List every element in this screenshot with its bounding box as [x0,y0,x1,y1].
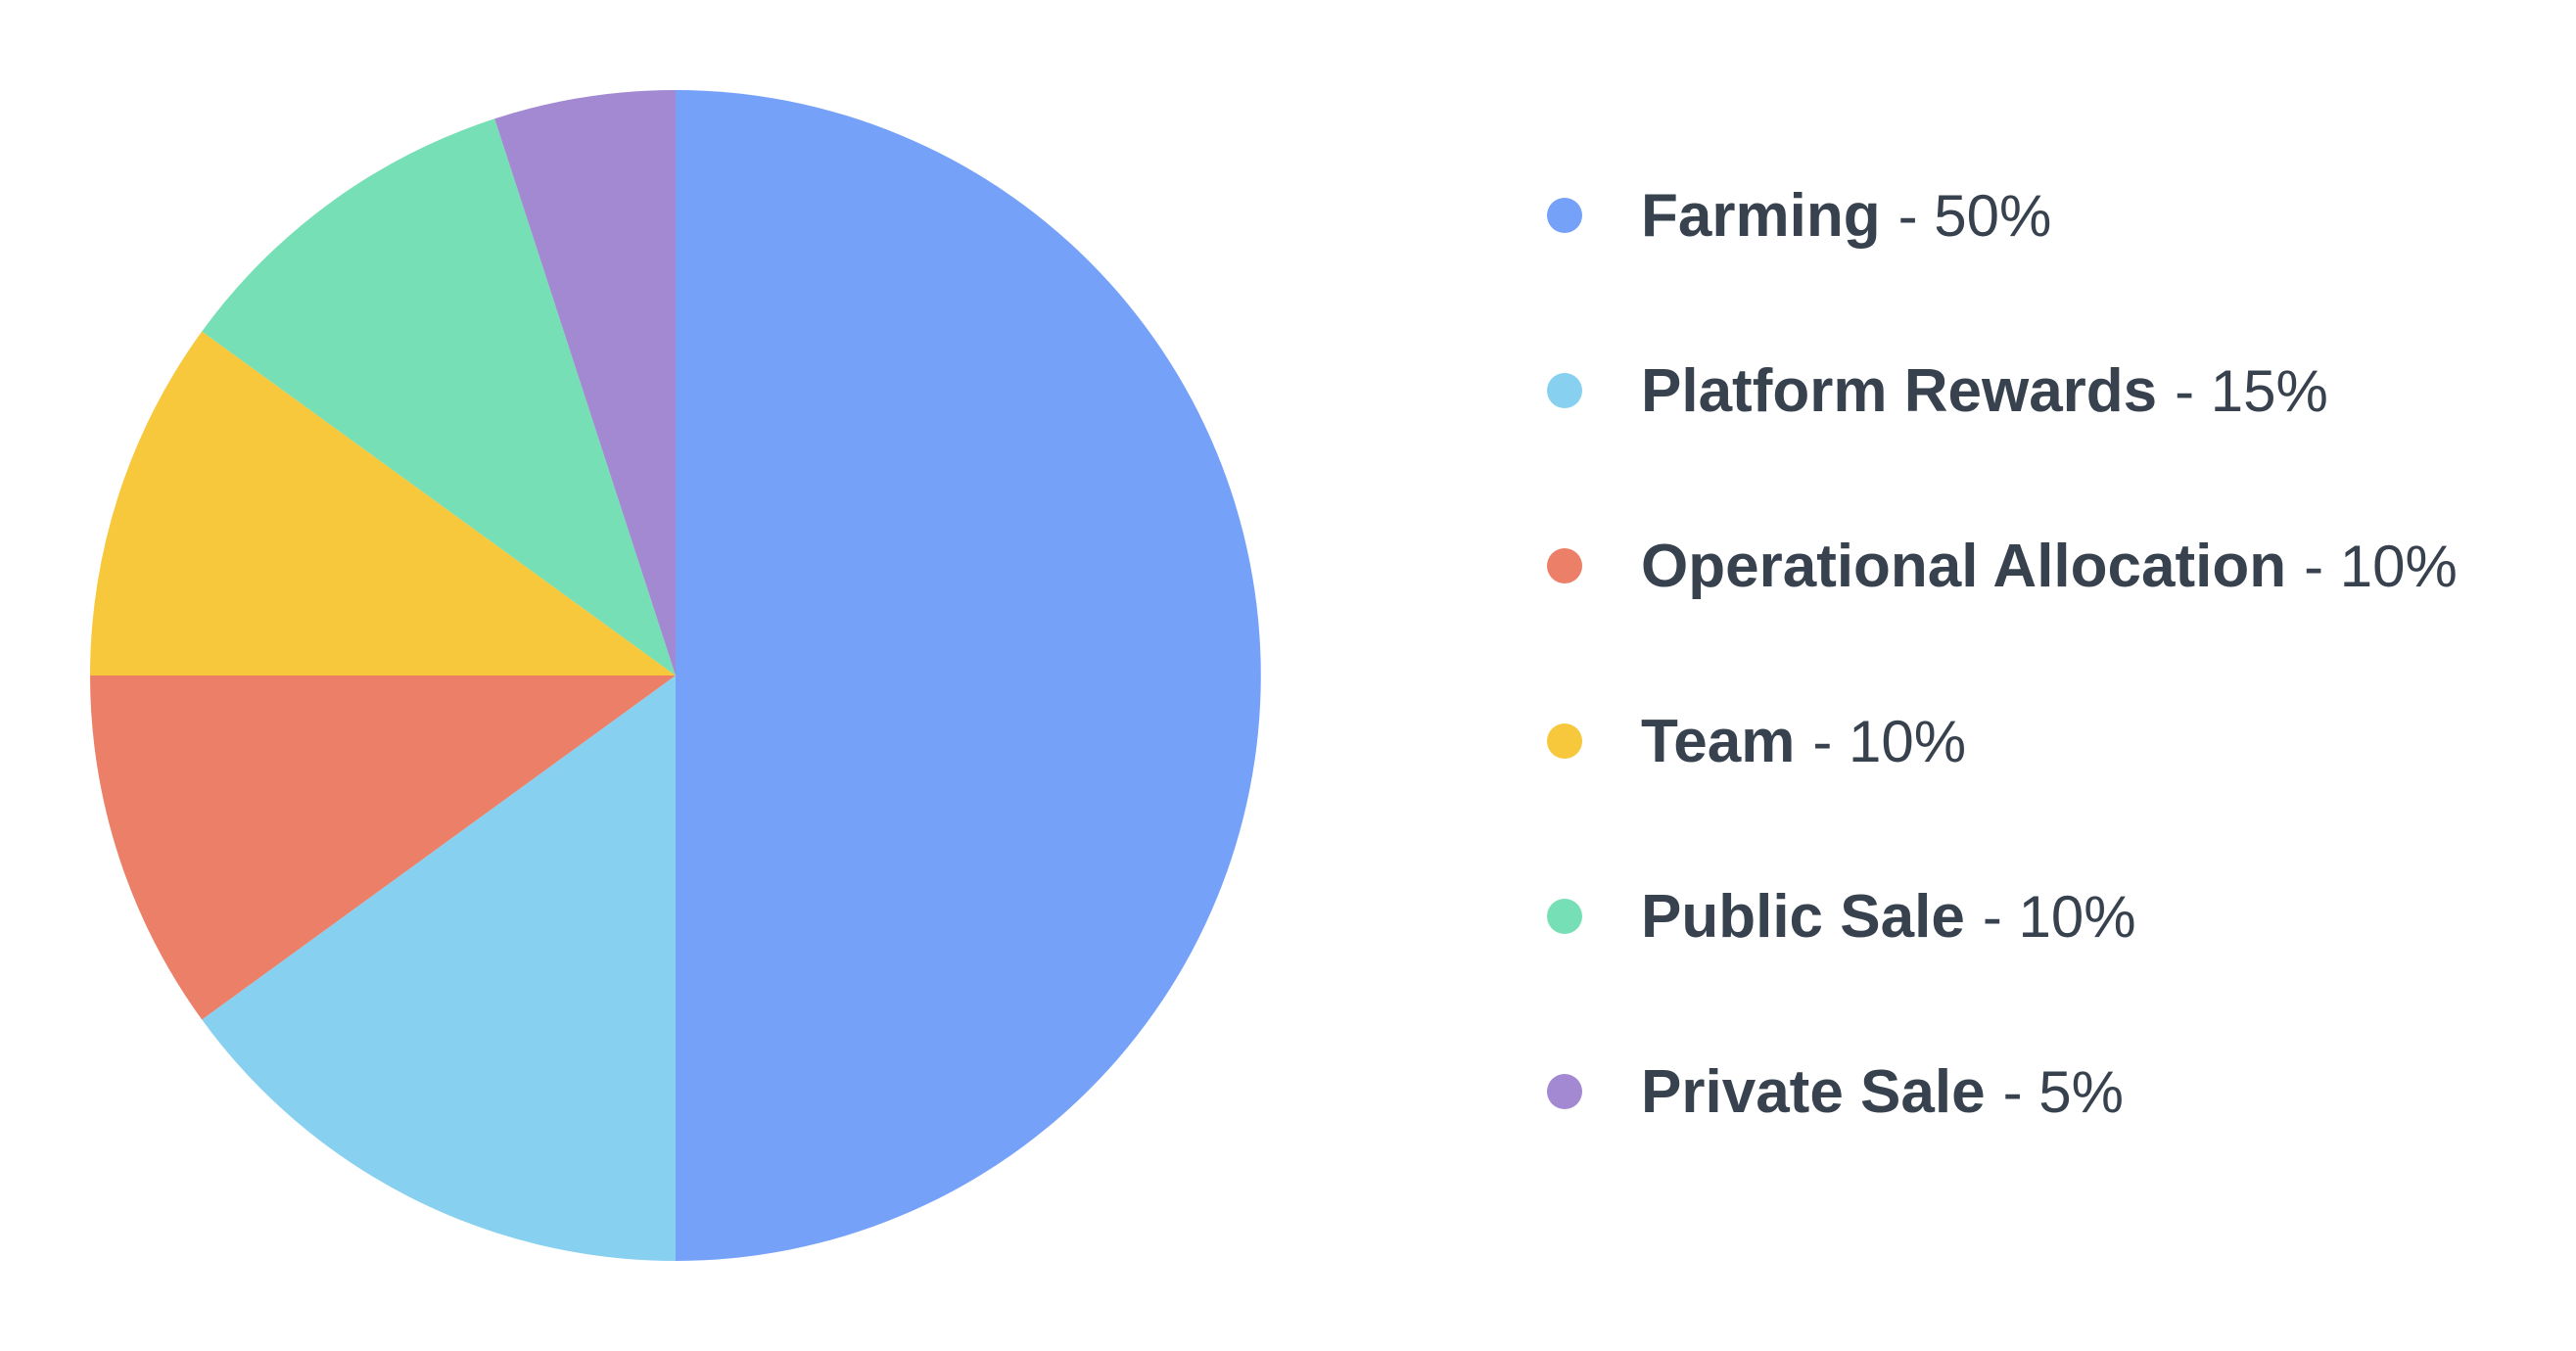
legend-swatch-platform-rewards [1547,373,1582,408]
legend-item-private-sale: Private Sale - 5% [1547,1052,2124,1131]
pie-chart-plot [90,90,1261,1261]
legend-item-farming: Farming - 50% [1547,176,2051,255]
legend-value-public-sale: - 10% [1982,883,2136,950]
legend-item-platform-rewards: Platform Rewards - 15% [1547,351,2328,430]
pie-slice-farming [676,90,1261,1261]
legend-value-private-sale: - 5% [2002,1058,2124,1125]
legend-item-public-sale: Public Sale - 10% [1547,877,2136,955]
legend-label-operational-allocation: Operational Allocation [1641,532,2287,600]
legend-label-private-sale: Private Sale [1641,1057,1986,1126]
pie-slice-private-sale [494,90,676,676]
legend-swatch-public-sale [1547,899,1582,934]
legend-swatch-private-sale [1547,1074,1582,1109]
legend-value-platform-rewards: - 15% [2175,357,2328,424]
legend-label-farming: Farming [1641,181,1881,250]
legend-swatch-farming [1547,198,1582,233]
pie-slice-team [90,331,676,676]
legend-label-public-sale: Public Sale [1641,882,1965,951]
legend-label-team: Team [1641,707,1796,775]
legend-swatch-team [1547,723,1582,759]
pie-slice-operational-allocation [90,676,676,1020]
legend-swatch-operational-allocation [1547,548,1582,583]
legend-label-platform-rewards: Platform Rewards [1641,356,2158,425]
legend-value-farming: - 50% [1897,182,2052,249]
pie-slice-public-sale [202,118,676,676]
legend-value-team: - 10% [1812,708,1967,774]
legend-item-operational-allocation: Operational Allocation - 10% [1547,527,2458,605]
legend-value-operational-allocation: - 10% [2304,533,2458,599]
legend-item-team: Team - 10% [1547,702,1966,780]
pie-slice-platform-rewards [202,676,676,1261]
